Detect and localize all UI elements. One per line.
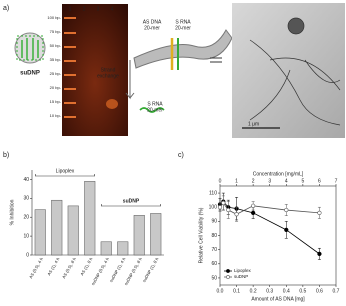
annotation: suDNP	[123, 198, 140, 204]
point	[317, 251, 322, 256]
schematic-label: 20-mer	[147, 107, 163, 113]
schematic-label: S RNA	[175, 19, 191, 25]
ladder-label: 35 bp-	[50, 57, 62, 62]
point	[226, 207, 231, 213]
x-tick-label: 0.4	[283, 288, 290, 294]
x-tick-label: 0.6	[316, 288, 323, 294]
y-tick-label: 90	[211, 219, 217, 225]
y-tick-label: 40	[23, 177, 29, 183]
ladder-label: 50 bp-	[50, 43, 62, 48]
x2-tick-label: 5	[301, 178, 304, 184]
bracket	[35, 174, 95, 177]
x2-tick-label: 7	[335, 178, 338, 184]
x-tick-label: 0.3	[266, 288, 273, 294]
bar	[51, 199, 63, 256]
point	[251, 210, 256, 215]
bar	[117, 241, 129, 256]
x-tick-label: 0.5	[299, 288, 306, 294]
x-tick-label: AS (0.5), 4 h	[28, 256, 44, 279]
schematic	[14, 29, 233, 113]
tem-fibers	[242, 17, 341, 129]
y-tick-label: 100	[209, 205, 218, 211]
schematic-label: AS DNA	[143, 19, 162, 25]
bar	[100, 241, 112, 256]
bracket	[101, 204, 161, 207]
point	[284, 227, 289, 232]
x2-tick-label: 2	[252, 178, 255, 184]
y-tick-label: 30	[23, 196, 29, 202]
schematic-label: Strand	[101, 67, 116, 73]
schematic-label: S RNA	[147, 101, 163, 107]
point	[251, 203, 256, 208]
gel-image	[62, 4, 128, 136]
x-tick-label: AS (1), 8 h	[79, 256, 94, 276]
legend-marker	[226, 269, 230, 273]
x2-tick-label: 1	[235, 178, 238, 184]
y-tick-label: 60	[211, 261, 217, 267]
x2-tick-label: 6	[318, 178, 321, 184]
y-tick-label: 110	[209, 190, 217, 196]
y-tick-label: 80	[211, 233, 217, 239]
schematic-label: 20-mer	[144, 25, 160, 31]
y-axis-label: % Inhibition	[9, 199, 15, 225]
bar	[150, 213, 162, 256]
ladder-label: 20 bp-	[50, 85, 62, 90]
lane-label: 3	[97, 6, 100, 12]
y-tick-label: 20	[23, 215, 29, 221]
point	[317, 210, 322, 215]
x-tick-label: suDNP (1), 4 h	[108, 256, 126, 283]
x2-tick-label: 4	[285, 178, 288, 184]
x-tick-label: suDNP (1), 8 h	[141, 256, 159, 283]
y-tick-label: 50	[211, 275, 217, 281]
x-tick-label: 0.0	[217, 288, 224, 294]
ladder-label: 100 bp-	[47, 15, 61, 20]
y-tick-label: 10	[23, 233, 29, 239]
lane-label: 4	[111, 6, 114, 12]
x2-tick-label: 3	[268, 178, 271, 184]
legend-marker	[226, 275, 230, 279]
bar	[84, 181, 96, 256]
x-tick-label: 0.2	[250, 288, 257, 294]
legend-label: suDNP	[234, 274, 248, 279]
schematic-label: 20-mer	[175, 25, 191, 31]
x-axis-label: Amount of AS DNA [mg]	[251, 296, 305, 302]
ladder-label: 25 bp-	[50, 71, 62, 76]
y-axis-label: Relative Cell Viability (%)	[198, 207, 204, 263]
point	[217, 205, 223, 210]
panel-label: b)	[3, 152, 9, 159]
bar	[133, 215, 145, 256]
ladder-label: 15 bp-	[50, 99, 62, 104]
point	[284, 207, 289, 213]
x-tick-label: suDNP (0.5), 4 h	[90, 256, 110, 286]
bar	[67, 205, 79, 256]
lane-label: 2	[83, 6, 86, 12]
point	[221, 200, 226, 206]
ladder-label: 10 bp-	[50, 113, 62, 118]
annotation: Lipoplex	[56, 168, 75, 174]
x-tick-label: AS (1), 4 h	[46, 256, 61, 276]
y-tick-label: 0	[26, 252, 29, 258]
lane-label: 1	[69, 6, 72, 12]
particle-label: suDNP	[20, 71, 40, 77]
x-tick-label: 0.1	[233, 288, 240, 294]
scale-bar-label: 1 μm	[248, 121, 259, 127]
point	[234, 212, 239, 217]
x2-tick-label: 0	[219, 178, 222, 184]
panel-label: c)	[178, 152, 184, 159]
schematic-label: exchange	[97, 73, 119, 79]
bar	[34, 209, 46, 256]
x-tick-label: suDNP (0.5), 8 h	[123, 256, 143, 286]
x-tick-label: AS (0.5), 8 h	[61, 256, 77, 279]
x-tick-label: 0.7	[333, 288, 340, 294]
legend-label: Lipoplex	[234, 268, 252, 273]
y-tick-label: 70	[211, 247, 217, 253]
x2-axis-label: Concentration [mg/mL]	[253, 171, 304, 177]
ladder-bands	[64, 17, 118, 118]
panel-label: a)	[3, 5, 9, 12]
ladder-label: 75 bp-	[50, 29, 62, 34]
